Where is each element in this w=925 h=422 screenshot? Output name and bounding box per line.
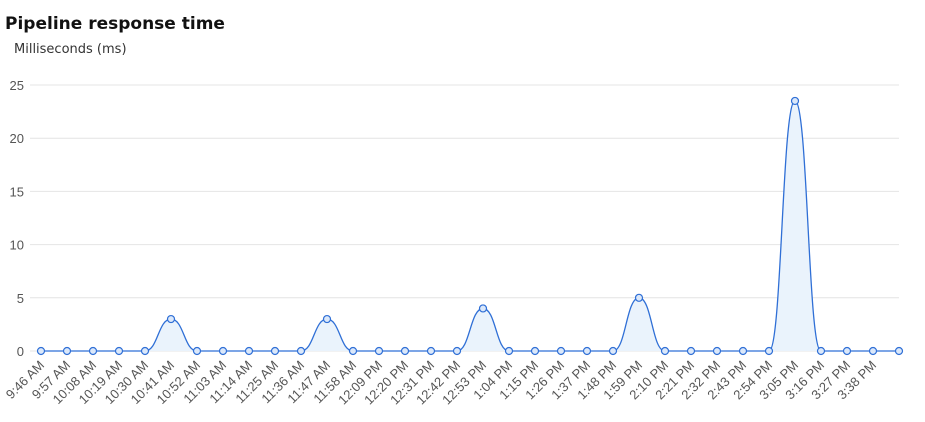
point [348, 346, 358, 356]
point [426, 346, 436, 356]
chart-title: Pipeline response time [5, 14, 225, 34]
y-tick-label: 25 [10, 78, 24, 93]
point [296, 346, 306, 356]
point [712, 346, 722, 356]
point [322, 314, 332, 324]
point [634, 293, 644, 302]
y-tick-label: 0 [17, 344, 24, 359]
point [556, 346, 566, 356]
area [41, 100, 899, 352]
point [452, 346, 462, 356]
point [270, 346, 280, 356]
y-tick-label: 10 [10, 238, 24, 253]
point [894, 346, 904, 356]
y-tick-label: 5 [17, 291, 24, 306]
point [868, 346, 878, 356]
point [114, 346, 124, 356]
point [660, 346, 670, 356]
point [582, 346, 592, 356]
point [140, 346, 150, 356]
point [192, 346, 202, 356]
point [374, 346, 384, 356]
point [400, 346, 410, 356]
point [244, 346, 254, 356]
point [218, 346, 228, 356]
point [530, 346, 540, 356]
y-tick-label: 20 [10, 131, 24, 146]
point [842, 346, 852, 356]
point [738, 346, 748, 356]
point [686, 346, 696, 356]
point [764, 346, 774, 356]
chart-subtitle: Milliseconds (ms) [14, 42, 127, 57]
point [816, 346, 826, 356]
point [62, 346, 72, 356]
point [166, 314, 176, 324]
point [504, 346, 514, 356]
point [478, 304, 488, 313]
point [790, 96, 800, 106]
y-tick-label: 15 [10, 184, 24, 199]
point [608, 346, 618, 356]
point [88, 346, 98, 356]
point [36, 346, 46, 356]
